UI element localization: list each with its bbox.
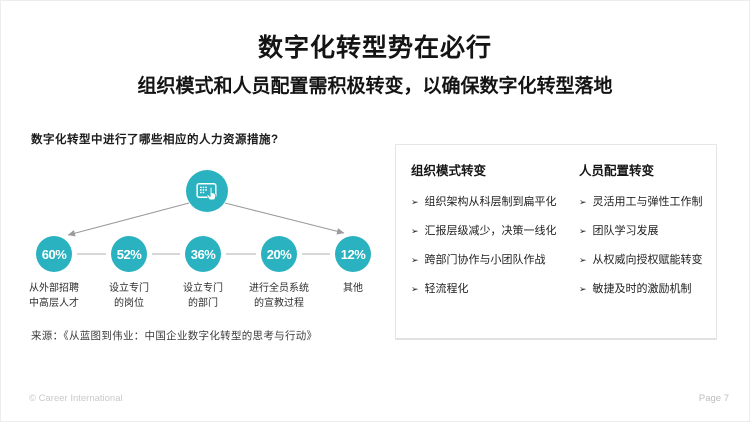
page-subtitle: 组织模式和人员配置需积极转变，以确保数字化转型落地 xyxy=(137,76,613,97)
bullet-arrow-icon: ➢ xyxy=(579,197,587,207)
list-item-text: 跨部门协作与小团队作战 xyxy=(424,254,546,266)
bullet-arrow-icon: ➢ xyxy=(579,226,587,236)
stat-label: 设立专门 的部门 xyxy=(183,283,223,309)
list-item-text: 汇报层级减少，决策一线化 xyxy=(424,225,557,237)
list-item-text: 团队学习发展 xyxy=(592,225,659,237)
bullet-arrow-icon: ➢ xyxy=(411,197,419,207)
list-item-text: 敏捷及时的激励机制 xyxy=(592,283,692,295)
stat-item: 12% 其他 xyxy=(305,236,401,296)
list-item: ➢ 汇报层级减少，决策一线化 xyxy=(411,224,579,238)
stat-item: 60% 从外部招聘 中高层人才 xyxy=(6,236,102,311)
list-item: ➢ 跨部门协作与小团队作战 xyxy=(411,253,579,267)
stat-label: 进行全员系统 的宣教过程 xyxy=(249,283,309,309)
diagram-question: 数字化转型中进行了哪些相应的人力资源措施? xyxy=(31,134,279,146)
bullet-arrow-icon: ➢ xyxy=(411,226,419,236)
list-item: ➢ 组织架构从科层制到扁平化 xyxy=(411,195,579,209)
bullet-arrow-icon: ➢ xyxy=(411,284,419,294)
stat-item: 52% 设立专门 的岗位 xyxy=(81,236,177,311)
list-item-text: 组织架构从科层制到扁平化 xyxy=(424,196,557,208)
list-item: ➢ 轻流程化 xyxy=(411,282,579,296)
stat-circle: 52% xyxy=(111,236,147,272)
stat-circle: 60% xyxy=(36,236,72,272)
list-item: ➢ 团队学习发展 xyxy=(579,224,706,238)
list-item-text: 轻流程化 xyxy=(424,283,469,295)
stat-item: 36% 设立专门 的部门 xyxy=(155,236,251,311)
hr-measures-diagram: 60% 从外部招聘 中高层人才 52% 设立专门 的岗位 36% 设立专门 的部… xyxy=(26,156,386,326)
bullet-arrow-icon: ➢ xyxy=(579,284,587,294)
stat-label: 设立专门 的岗位 xyxy=(109,283,149,309)
stat-circle: 36% xyxy=(185,236,221,272)
panel-column-staffing: 人员配置转变 ➢ 灵活用工与弹性工作制 ➢ 团队学习发展 ➢ 从权威向授权赋能转… xyxy=(579,160,706,338)
panel-header: 人员配置转变 xyxy=(579,164,655,178)
touchscreen-icon xyxy=(186,170,228,212)
stat-circle: 12% xyxy=(335,236,371,272)
panel-header: 组织模式转变 xyxy=(411,164,487,178)
list-item-text: 从权威向授权赋能转变 xyxy=(592,254,703,266)
list-item: ➢ 灵活用工与弹性工作制 xyxy=(579,195,706,209)
copyright-text: © Career International xyxy=(29,393,123,404)
list-item: ➢ 敏捷及时的激励机制 xyxy=(579,282,706,296)
source-citation: 来源：《从蓝图到伟业：中国企业数字化转型的思考与行动》 xyxy=(31,330,318,342)
stat-label: 其他 xyxy=(343,283,363,294)
page-number: Page 7 xyxy=(698,393,729,404)
list-item: ➢ 从权威向授权赋能转变 xyxy=(579,253,706,267)
transformation-panel: 组织模式转变 ➢ 组织架构从科层制到扁平化 ➢ 汇报层级减少，决策一线化 ➢ 跨… xyxy=(395,144,717,340)
panel-column-organization: 组织模式转变 ➢ 组织架构从科层制到扁平化 ➢ 汇报层级减少，决策一线化 ➢ 跨… xyxy=(411,160,579,338)
list-item-text: 灵活用工与弹性工作制 xyxy=(592,196,703,208)
page-title: 数字化转型势在必行 xyxy=(257,34,492,62)
stat-item: 20% 进行全员系统 的宣教过程 xyxy=(231,236,327,311)
bullet-arrow-icon: ➢ xyxy=(411,255,419,265)
stat-circle: 20% xyxy=(261,236,297,272)
stat-label: 从外部招聘 中高层人才 xyxy=(29,283,79,309)
bullet-arrow-icon: ➢ xyxy=(579,255,587,265)
